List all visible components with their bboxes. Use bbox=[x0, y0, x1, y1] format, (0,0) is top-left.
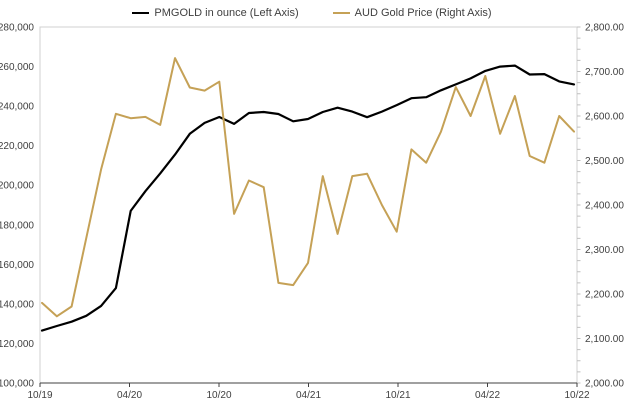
legend-line-swatch-pmgold bbox=[132, 11, 150, 15]
x-axis-tick-label: 04/22 bbox=[475, 390, 500, 401]
x-axis-tick-label: 04/21 bbox=[296, 390, 321, 401]
right-axis-tick-label: 2,700.00 bbox=[585, 67, 624, 78]
series-line-pmgold bbox=[40, 64, 576, 332]
x-axis-tick-label: 10/22 bbox=[564, 390, 589, 401]
left-axis-tick-label: 260,000 bbox=[0, 62, 34, 73]
legend: PMGOLD in ounce (Left Axis) AUD Gold Pri… bbox=[0, 5, 624, 21]
left-axis-tick-label: 160,000 bbox=[0, 260, 34, 271]
right-axis-tick-label: 2,800.00 bbox=[585, 23, 624, 34]
x-axis-tick-label: 04/20 bbox=[117, 390, 142, 401]
right-axis-tick-label: 2,100.00 bbox=[585, 334, 624, 345]
plot-border bbox=[39, 26, 578, 384]
x-axis-tick-label: 10/20 bbox=[206, 390, 231, 401]
left-axis-tick-label: 200,000 bbox=[0, 181, 34, 192]
left-axis-tick-label: 280,000 bbox=[0, 23, 34, 34]
right-axis-tick-label: 2,500.00 bbox=[585, 156, 624, 167]
legend-item-aud-gold-price: AUD Gold Price (Right Axis) bbox=[332, 6, 492, 19]
right-axis-tick-label: 2,000.00 bbox=[585, 379, 624, 390]
left-axis-tick-label: 220,000 bbox=[0, 141, 34, 152]
legend-line-swatch-aud-gold-price bbox=[332, 11, 350, 15]
right-axis-tick-label: 2,300.00 bbox=[585, 245, 624, 256]
legend-item-pmgold: PMGOLD in ounce (Left Axis) bbox=[132, 6, 299, 19]
right-axis-tick-label: 2,600.00 bbox=[585, 112, 624, 123]
left-axis-tick-label: 140,000 bbox=[0, 299, 34, 310]
x-axis-tick-label: 10/21 bbox=[385, 390, 410, 401]
legend-label-aud-gold-price: AUD Gold Price (Right Axis) bbox=[354, 6, 492, 19]
x-axis-tick-label: 10/19 bbox=[27, 390, 52, 401]
left-axis-tick-label: 100,000 bbox=[0, 379, 34, 390]
right-axis-tick-label: 2,400.00 bbox=[585, 201, 624, 212]
series-line-aud-gold-price bbox=[41, 57, 575, 318]
legend-label-pmgold: PMGOLD in ounce (Left Axis) bbox=[154, 6, 299, 19]
left-axis-tick-label: 180,000 bbox=[0, 220, 34, 231]
left-axis-tick-label: 120,000 bbox=[0, 339, 34, 350]
left-axis-tick-label: 240,000 bbox=[0, 102, 34, 113]
right-axis-tick-label: 2,200.00 bbox=[585, 290, 624, 301]
